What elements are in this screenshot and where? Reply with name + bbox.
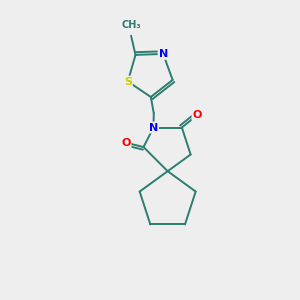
Text: N: N — [158, 49, 168, 59]
Text: S: S — [124, 76, 132, 86]
Text: O: O — [193, 110, 202, 120]
Text: CH₃: CH₃ — [121, 20, 141, 30]
Text: O: O — [121, 138, 130, 148]
Text: N: N — [149, 122, 158, 133]
